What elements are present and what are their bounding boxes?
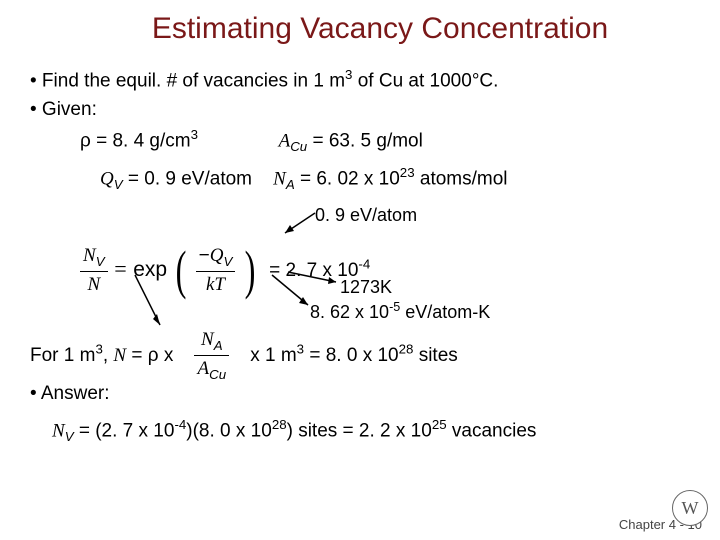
given-rho-acu: ρ = 8. 4 g/cm3 ACu = 63. 5 g/mol xyxy=(30,126,690,157)
publisher-logo: W xyxy=(672,490,708,526)
ann-qv-value: 0. 9 eV/atom xyxy=(315,203,417,228)
arrow-k-annotation xyxy=(270,273,315,311)
ann-temperature: 1273K xyxy=(340,275,392,300)
bullet-answer: • Answer: xyxy=(30,381,690,408)
given-qv-na: QV = 0. 9 eV/atom NA = 6. 02 x 1023 atom… xyxy=(30,164,690,195)
ann-boltzmann: 8. 62 x 10-5 eV/atom-K xyxy=(310,299,490,325)
answer-block: • Answer: NV = (2. 7 x 10-4)(8. 0 x 1028… xyxy=(30,381,690,446)
bullet-find: • Find the equil. # of vacancies in 1 m3… xyxy=(30,66,690,95)
slide-title: Estimating Vacancy Concentration xyxy=(0,0,720,46)
answer-equation: NV = (2. 7 x 10-4)(8. 0 x 1028) sites = … xyxy=(30,416,690,447)
arrow-n-to-bottom xyxy=(125,275,165,335)
bullet-given: • Given: xyxy=(30,97,690,124)
arrow-qv-annotation xyxy=(280,211,320,236)
equation-area: NV N = exp ( −QV kT ) = 2. 7 x 10-4 0. 9… xyxy=(30,205,690,375)
slide-content: • Find the equil. # of vacancies in 1 m3… xyxy=(0,46,720,446)
eq-n-sites: For 1 m3, N = ρ x NA ACu x 1 m3 = 8. 0 x… xyxy=(30,327,458,385)
